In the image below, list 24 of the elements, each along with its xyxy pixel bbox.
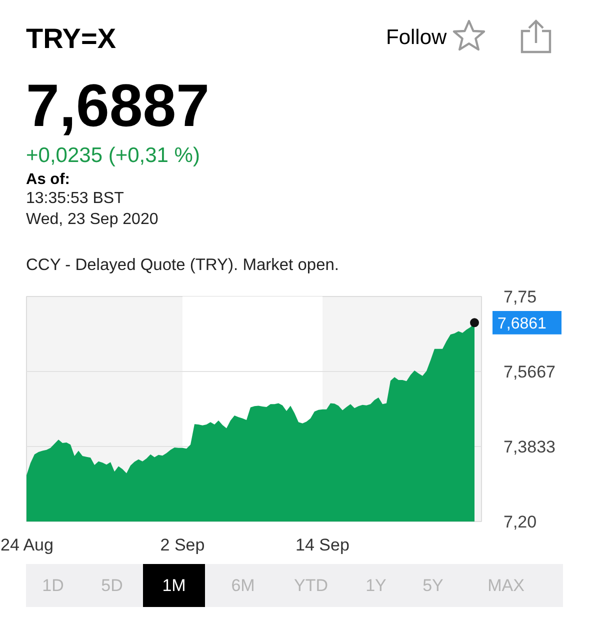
text: 1Y [366, 576, 386, 595]
text: 7,6887 [26, 72, 210, 139]
y-tick-label: 7,3833 [504, 438, 556, 457]
y-tick-label: 7,20 [504, 512, 537, 532]
text: Follow [386, 26, 447, 49]
text: +0,0235 (+0,31 %) [26, 144, 200, 167]
text: 6M [231, 576, 255, 595]
x-tick-label: 2 Sep [160, 536, 205, 554]
y-tick-label: 7,75 [504, 288, 537, 306]
text: YTD [294, 576, 328, 595]
text: 1D [42, 576, 64, 595]
text: CCY - Delayed Quote (TRY). Market open. [26, 256, 340, 274]
text: As of: [26, 171, 70, 188]
x-tick-label: 14 Sep [296, 536, 350, 554]
text: 7,6861 [498, 316, 547, 333]
text: Wed, 23 Sep 2020 [26, 211, 158, 228]
text: 1M [162, 576, 186, 595]
text: 13:35:53 BST [26, 190, 124, 207]
x-tick-label: 24 Aug [0, 536, 54, 554]
text: 5D [101, 576, 123, 595]
chart-title: TRY=X [26, 23, 116, 54]
text: 5Y [422, 576, 444, 595]
text: MAX [488, 576, 524, 595]
y-tick-label: 7,5667 [504, 362, 556, 382]
